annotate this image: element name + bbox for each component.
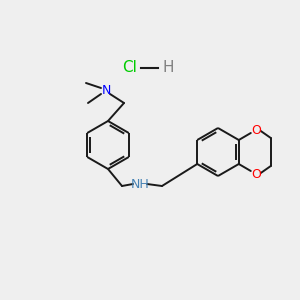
Text: Cl: Cl [123,61,137,76]
Text: H: H [162,61,174,76]
Text: O: O [251,124,261,136]
Text: NH: NH [130,178,149,190]
Text: O: O [251,167,261,181]
Text: N: N [101,85,111,98]
